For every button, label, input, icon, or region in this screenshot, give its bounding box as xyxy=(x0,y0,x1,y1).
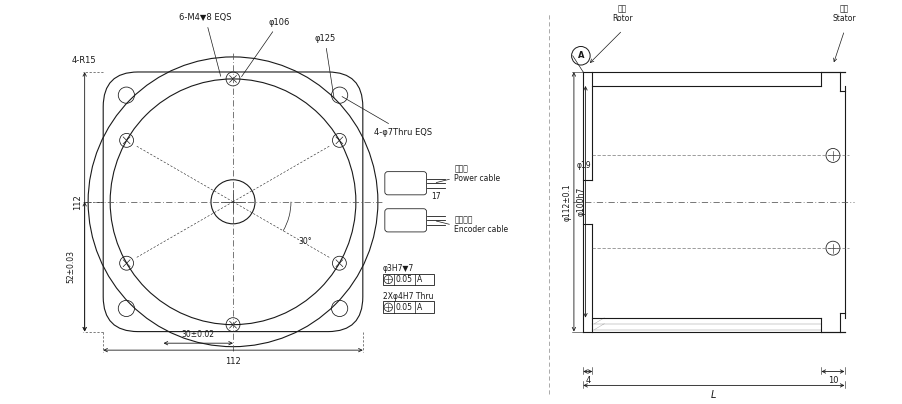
Text: A: A xyxy=(418,303,422,312)
Text: 112: 112 xyxy=(73,194,82,210)
Text: Encoder cable: Encoder cable xyxy=(455,225,509,234)
Text: 112: 112 xyxy=(226,357,241,366)
Text: 4-φ7Thru EQS: 4-φ7Thru EQS xyxy=(342,97,433,137)
Text: 10: 10 xyxy=(828,376,838,385)
Text: φ19: φ19 xyxy=(577,161,592,170)
Bar xyxy=(382,301,434,313)
Text: 4: 4 xyxy=(585,376,591,385)
Text: 6-M4▼8 EQS: 6-M4▼8 EQS xyxy=(179,13,232,76)
Text: 定子
Stator: 定子 Stator xyxy=(833,4,856,23)
Text: φ112±0.1: φ112±0.1 xyxy=(563,183,572,221)
Text: φ106: φ106 xyxy=(242,18,290,77)
Bar xyxy=(382,274,434,285)
Text: Power cable: Power cable xyxy=(455,174,501,183)
Text: A: A xyxy=(418,276,422,284)
Text: 30°: 30° xyxy=(298,236,311,246)
Text: 0.05: 0.05 xyxy=(395,303,412,312)
Text: 2Xφ4H7 Thru: 2Xφ4H7 Thru xyxy=(382,292,433,301)
Text: 4-R15: 4-R15 xyxy=(71,56,97,65)
Text: 编码器线: 编码器线 xyxy=(455,216,473,225)
Text: 52±0.03: 52±0.03 xyxy=(66,250,75,283)
Text: 17: 17 xyxy=(431,192,441,202)
Text: 转子
Rotor: 转子 Rotor xyxy=(612,4,633,23)
Text: 30±0.02: 30±0.02 xyxy=(181,330,215,339)
Text: φ100h7: φ100h7 xyxy=(576,187,585,217)
Text: L: L xyxy=(711,390,716,400)
Text: φ125: φ125 xyxy=(314,34,336,98)
Text: φ3H7▼7: φ3H7▼7 xyxy=(382,264,414,274)
Text: 动力线: 动力线 xyxy=(455,165,468,174)
Text: A: A xyxy=(577,51,584,60)
Text: 0.05: 0.05 xyxy=(395,276,412,284)
